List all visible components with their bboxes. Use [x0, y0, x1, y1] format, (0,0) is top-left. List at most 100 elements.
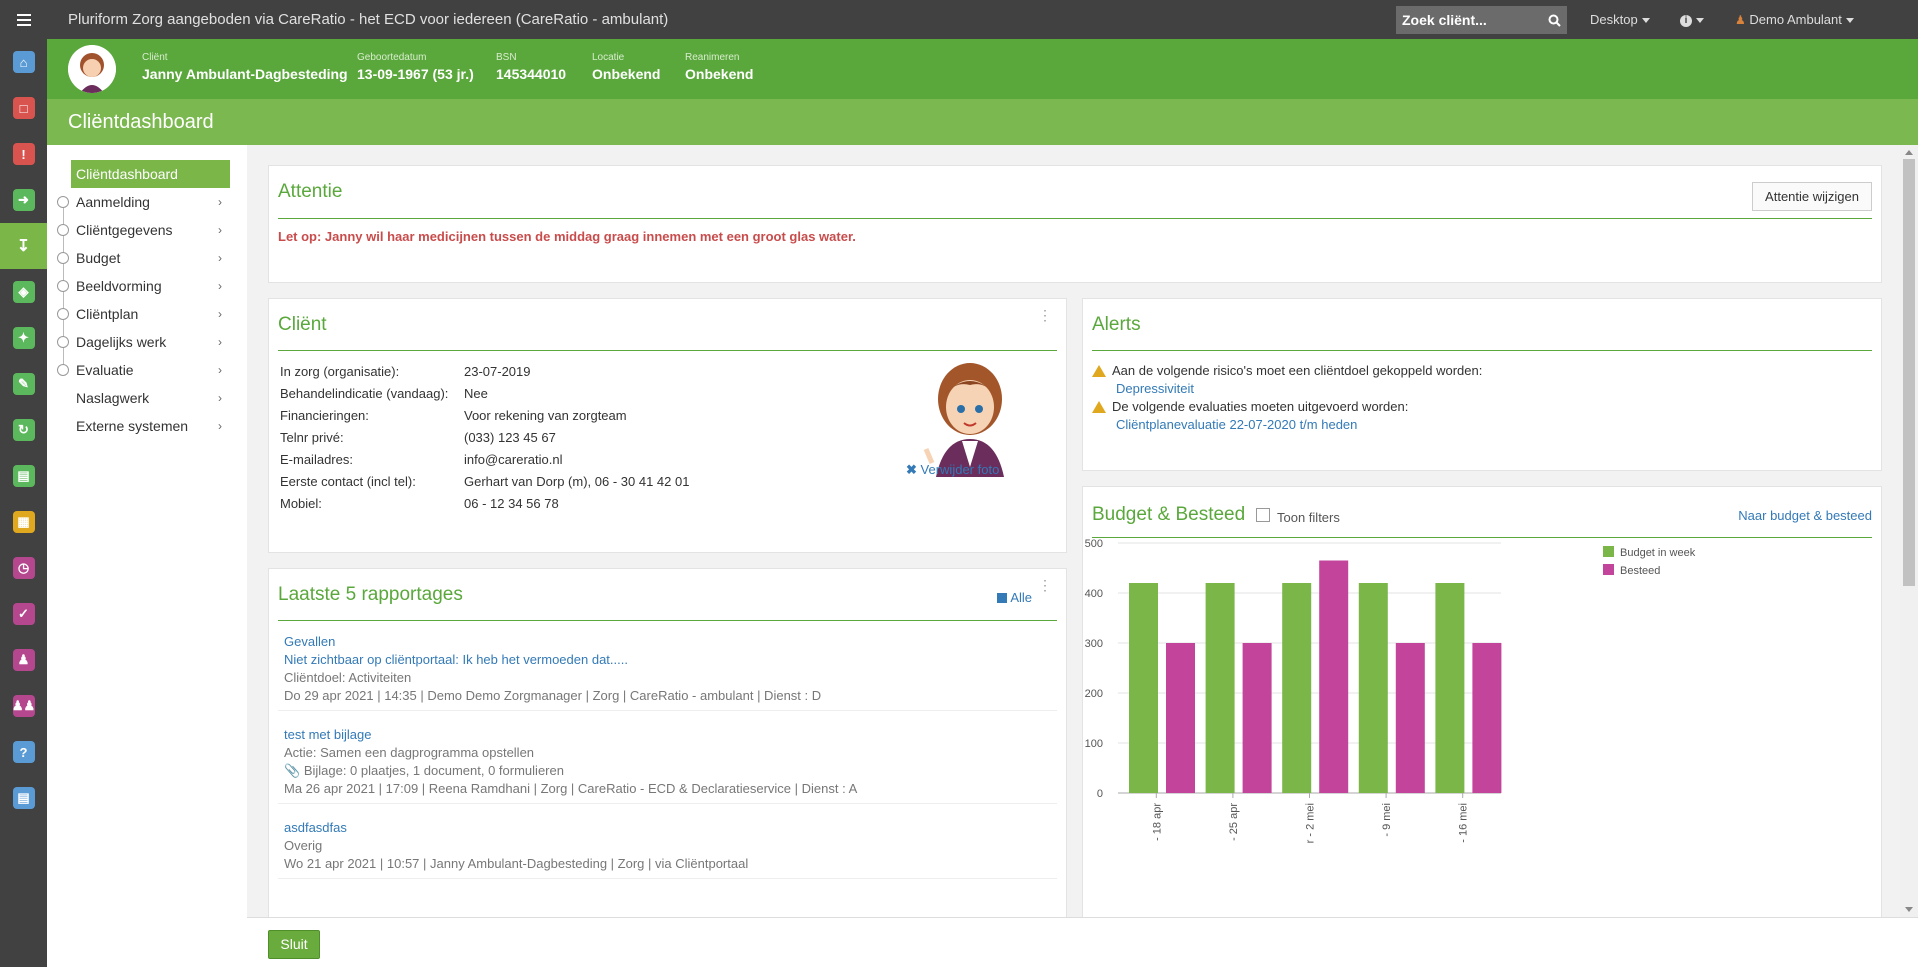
- more-options-icon[interactable]: ⋮: [1038, 577, 1052, 593]
- desktop-menu[interactable]: Desktop: [1590, 0, 1650, 39]
- more-options-icon[interactable]: ⋮: [1038, 307, 1052, 323]
- main-content: Attentie Attentie wijzigen Let op: Janny…: [247, 145, 1897, 917]
- home-button[interactable]: ⌂: [0, 39, 47, 85]
- alerts-panel: Alerts Aan de volgende risico's moet een…: [1082, 298, 1882, 471]
- avatar[interactable]: [68, 45, 116, 93]
- scroll-down-icon[interactable]: [1905, 907, 1913, 912]
- nav-item-label: Dagelijks werk: [76, 334, 167, 350]
- person-button[interactable]: ♟: [0, 637, 47, 683]
- all-reports-label: Alle: [1010, 590, 1032, 605]
- bar-budget: [1435, 583, 1465, 793]
- nav-item-clientplan[interactable]: Cliëntplan ›: [47, 300, 247, 328]
- bsn-label: BSN: [496, 52, 517, 63]
- behandelindicatie-label: Behandelindicatie (vandaag):: [280, 386, 449, 401]
- money-button[interactable]: ◈: [0, 269, 47, 315]
- nav-item-label: Externe systemen: [76, 418, 189, 434]
- reports-title: Laatste 5 rapportages: [278, 584, 463, 605]
- puzzle-button[interactable]: ✦: [0, 315, 47, 361]
- report-meta: Do 29 apr 2021 | 14:35 | Demo Demo Zorgm…: [284, 688, 822, 703]
- location-field: Locatie Onbekend: [592, 52, 660, 82]
- budget-link[interactable]: Naar budget & besteed: [1738, 508, 1872, 523]
- close-button[interactable]: Sluit: [268, 930, 320, 959]
- document-button[interactable]: ▤: [0, 453, 47, 499]
- chevron-down-icon: [1845, 18, 1854, 24]
- warning-button[interactable]: !: [0, 131, 47, 177]
- calendar-button[interactable]: ▦: [0, 499, 47, 545]
- user-menu[interactable]: ♟ Demo Ambulant: [1735, 0, 1854, 39]
- filter-checkbox[interactable]: [1256, 508, 1270, 522]
- remove-photo-button[interactable]: ✖ Verwijder foto: [906, 462, 999, 478]
- scroll-thumb[interactable]: [1903, 159, 1915, 586]
- legend-label: Besteed: [1620, 565, 1660, 577]
- download-button[interactable]: ↧: [0, 223, 47, 269]
- nav-item-dagelijks-werk[interactable]: Dagelijks werk ›: [47, 328, 247, 356]
- telnr-value: (033) 123 45 67: [464, 430, 556, 445]
- client-panel: Cliënt ⋮ In zorg (organisatie): 23-07-20…: [268, 298, 1067, 553]
- email-label: E-mailadres:: [280, 452, 353, 467]
- history-button[interactable]: ↻: [0, 407, 47, 453]
- help-button[interactable]: ?: [0, 729, 47, 775]
- nav-item-clientgegevens[interactable]: Cliëntgegevens ›: [47, 216, 247, 244]
- in-zorg-label: In zorg (organisatie):: [280, 364, 400, 379]
- nav-item-aanmelding[interactable]: Aanmelding ›: [47, 188, 247, 216]
- chevron-right-icon: ›: [218, 195, 222, 209]
- report-title[interactable]: asdfasdfas: [284, 820, 347, 835]
- reports-button[interactable]: ▤: [0, 775, 47, 821]
- clock-button[interactable]: ◷: [0, 545, 47, 591]
- circle-icon: [57, 224, 69, 236]
- all-reports-link[interactable]: Alle: [997, 590, 1032, 605]
- client-panel-title: Cliënt: [278, 314, 327, 335]
- alerts-title: Alerts: [1092, 314, 1141, 335]
- report-title[interactable]: Gevallen: [284, 634, 336, 649]
- footer: Sluit: [247, 917, 1918, 967]
- group-button[interactable]: ♟♟: [0, 683, 47, 729]
- client-name-label: Cliënt: [142, 52, 168, 63]
- budget-chart: 0 100 200 300 400 500 - 18 apr - 25 apr r - 2 me…: [1085, 539, 1696, 843]
- report-item: asdfasdfas Overig Wo 21 apr 2021 | 10:57…: [284, 819, 1054, 873]
- report-item: test met bijlage Actie: Samen een dagpro…: [284, 726, 1054, 798]
- report-meta: Ma 26 apr 2021 | 17:09 | Reena Ramdhani …: [284, 781, 858, 796]
- alert-link-evaluatie[interactable]: Cliëntplanevaluatie 22-07-2020 t/m heden: [1116, 417, 1358, 432]
- report-title[interactable]: test met bijlage: [284, 727, 372, 742]
- chevron-right-icon: ›: [218, 251, 222, 265]
- question-icon: ?: [12, 741, 35, 763]
- edit-button[interactable]: ✎: [0, 361, 47, 407]
- report-subtitle[interactable]: Niet zichtbaar op cliëntportaal: Ik heb …: [284, 652, 628, 667]
- nav-item-label: Cliëntgegevens: [76, 222, 173, 238]
- nav-item-naslagwerk[interactable]: Naslagwerk ›: [47, 384, 247, 412]
- nav-item-beeldvorming[interactable]: Beeldvorming ›: [47, 272, 247, 300]
- search-box: [1396, 6, 1567, 34]
- inbox-button[interactable]: □: [0, 85, 47, 131]
- warning-icon: !: [12, 143, 35, 165]
- check-icon: ✓: [12, 603, 35, 625]
- scroll-up-icon[interactable]: [1905, 150, 1913, 155]
- report-goal: Cliëntdoel: Activiteiten: [284, 670, 412, 685]
- nav-item-externe-systemen[interactable]: Externe systemen ›: [47, 412, 247, 440]
- nav-item-clientdashboard[interactable]: Cliëntdashboard: [71, 160, 230, 188]
- info-menu[interactable]: i: [1680, 0, 1704, 39]
- bar-besteed: [1242, 643, 1272, 793]
- legend-label: Budget in week: [1620, 547, 1696, 559]
- alert-link-depressiviteit[interactable]: Depressiviteit: [1116, 381, 1195, 396]
- document-icon: ▤: [12, 465, 35, 487]
- circle-icon: [57, 252, 69, 264]
- circle-icon: [57, 336, 69, 348]
- login-button[interactable]: ➜: [0, 177, 47, 223]
- menu-icon[interactable]: [0, 0, 47, 39]
- search-icon[interactable]: [1541, 6, 1567, 34]
- check-button[interactable]: ✓: [0, 591, 47, 637]
- y-tick-label: 200: [1085, 688, 1103, 700]
- search-input[interactable]: [1402, 6, 1542, 34]
- attentie-edit-button[interactable]: Attentie wijzigen: [1752, 182, 1872, 211]
- chevron-right-icon: ›: [218, 363, 222, 377]
- alert-item: Aan de volgende risico's moet een cliënt…: [1092, 363, 1482, 378]
- nav-item-evaluatie[interactable]: Evaluatie ›: [47, 356, 247, 384]
- first-contact-label: Eerste contact (incl tel):: [280, 474, 416, 489]
- divider: [278, 878, 1057, 879]
- birthdate-label: Geboortedatum: [357, 52, 427, 63]
- y-tick-label: 400: [1085, 588, 1103, 600]
- nav-item-budget[interactable]: Budget ›: [47, 244, 247, 272]
- divider: [1092, 350, 1872, 351]
- scrollbar[interactable]: [1900, 145, 1918, 917]
- client-photo: [914, 357, 1014, 477]
